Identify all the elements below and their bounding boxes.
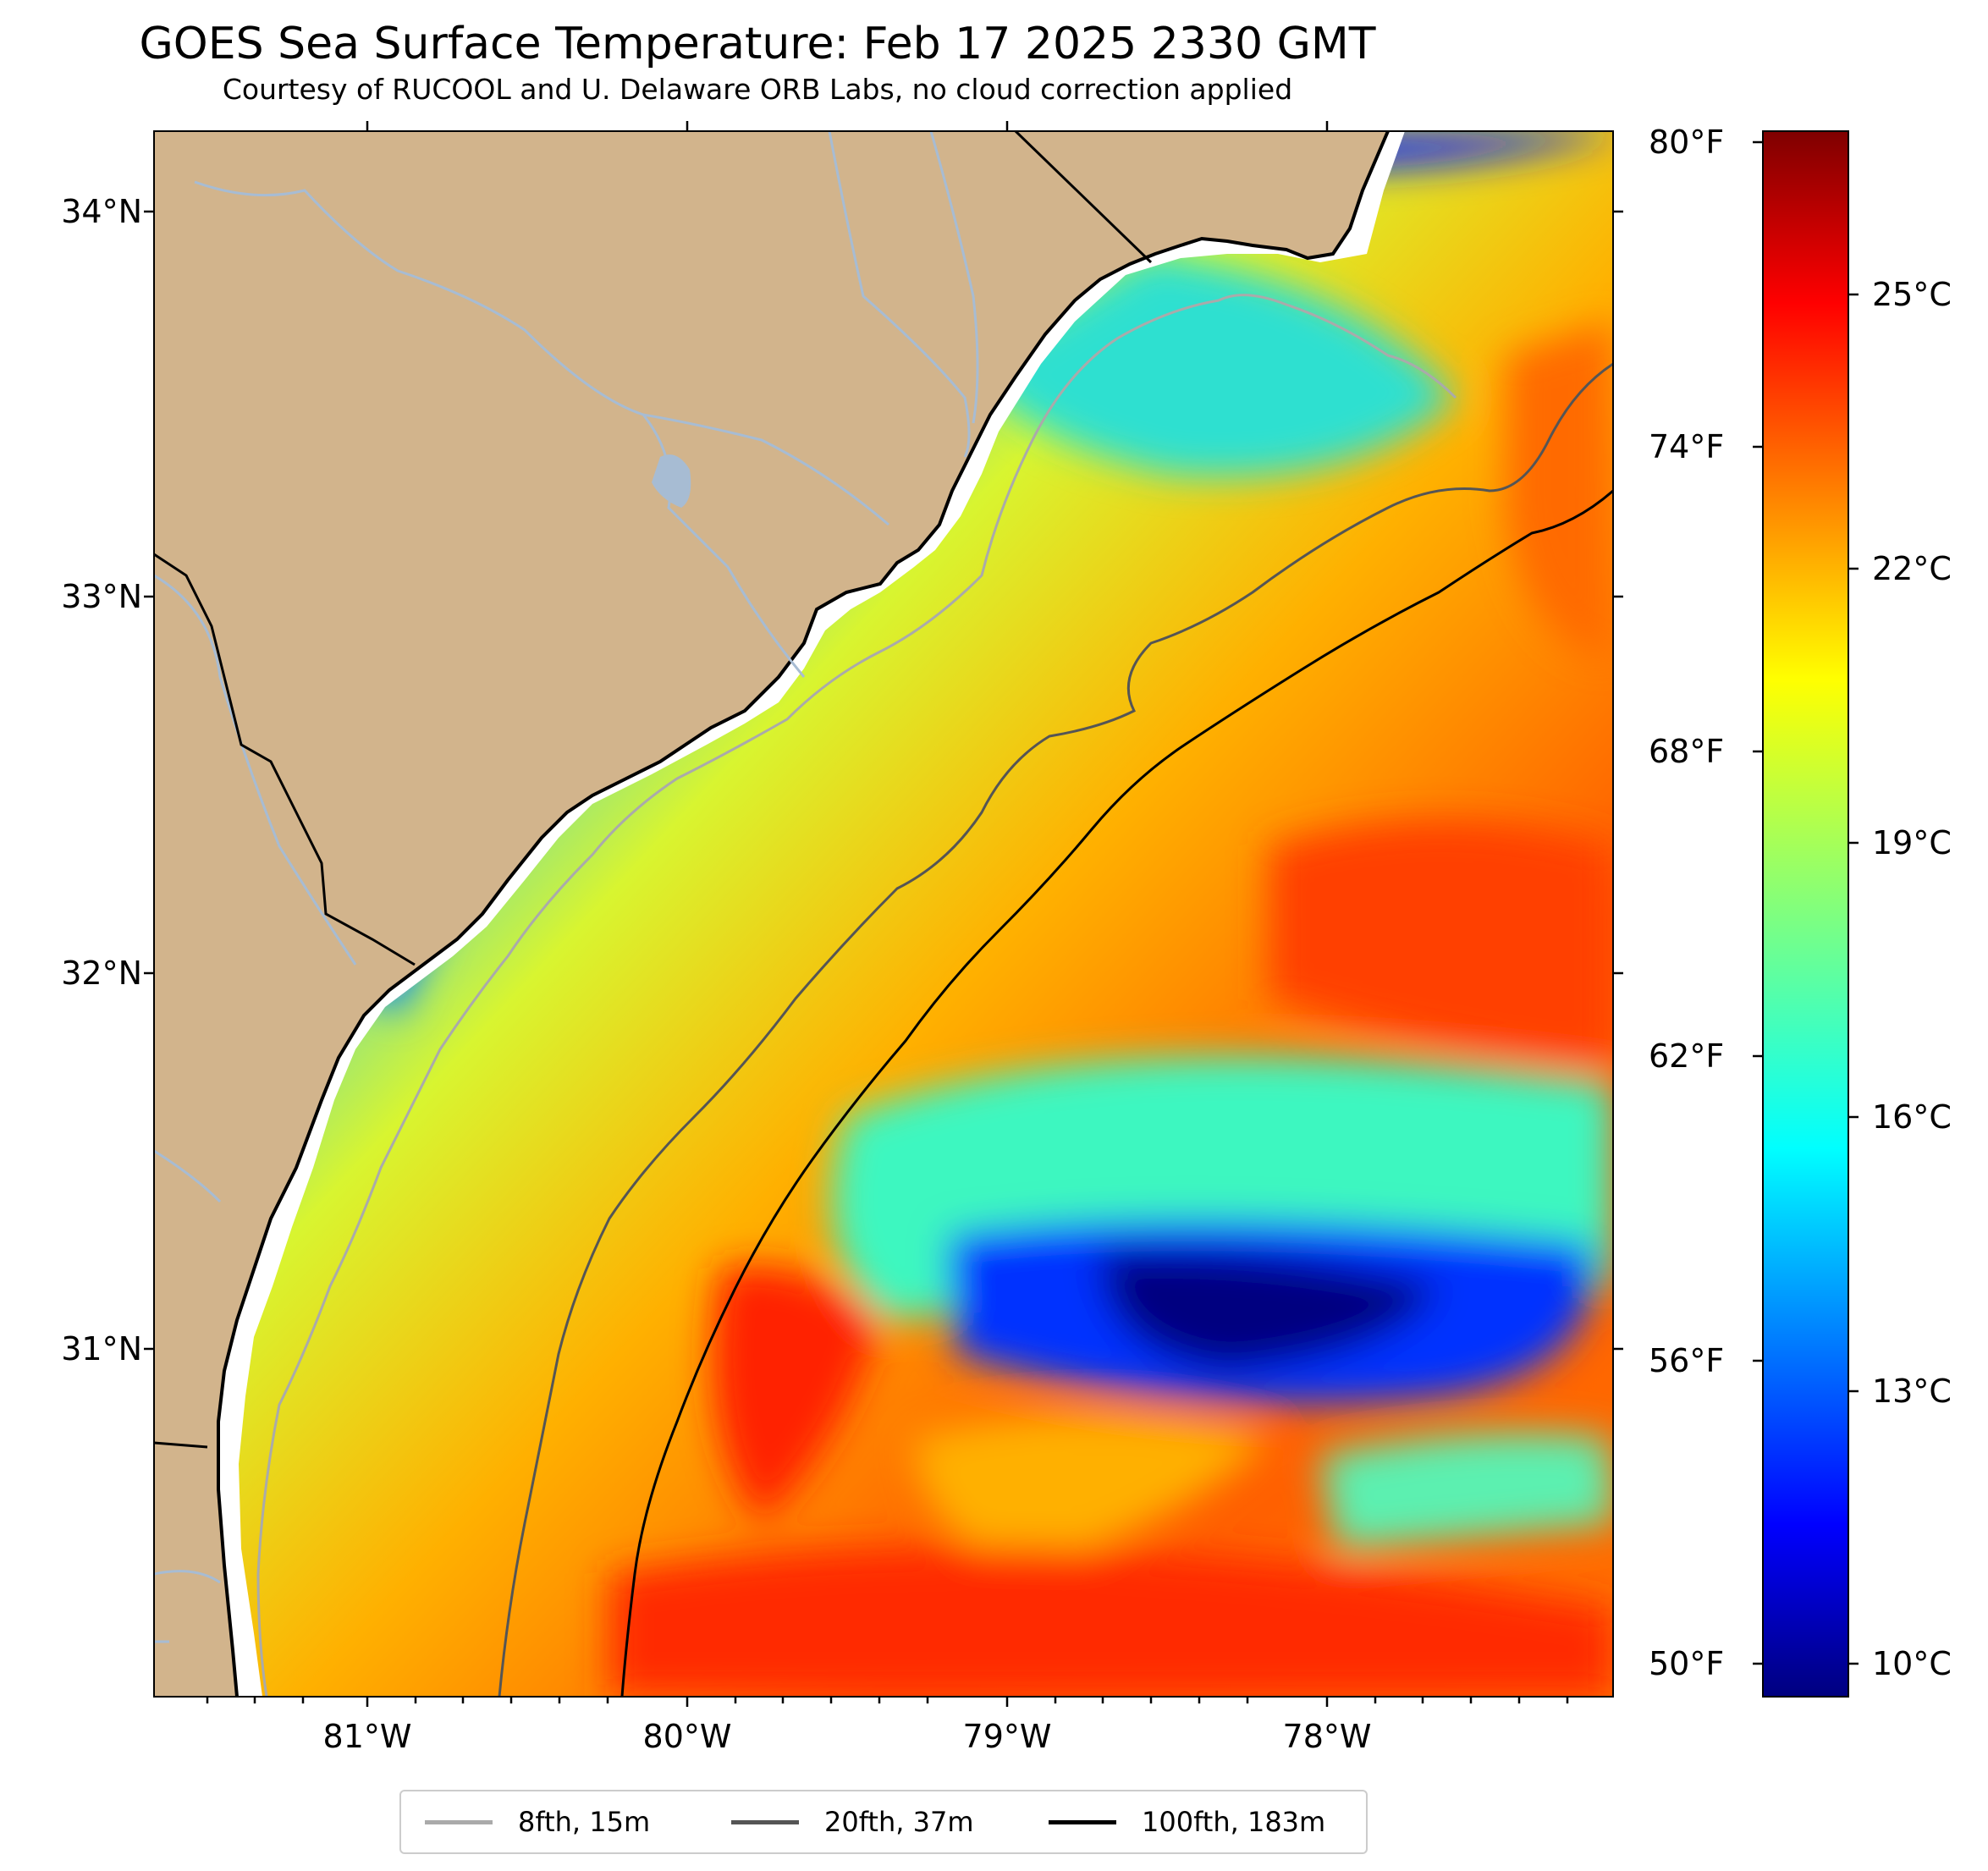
legend-label: 8fth, 15m: [518, 1806, 651, 1838]
legend-item-8fth: 8fth, 15m: [425, 1791, 650, 1852]
lat-label: 33°N: [61, 578, 142, 615]
colorbar-f-label: 68°F: [1649, 733, 1725, 770]
colorbar-c-label: 10°C: [1872, 1645, 1952, 1682]
colorbar-ticks: [1753, 140, 1859, 1665]
legend-label: 20fth, 37m: [824, 1806, 974, 1838]
lon-label: 79°W: [962, 1718, 1052, 1755]
isobath-20fth: [498, 362, 1613, 1697]
colorbar-f-label: 62°F: [1649, 1037, 1725, 1075]
isobath-8fth: [256, 294, 1457, 1697]
colorbar-f-label: 74°F: [1649, 428, 1725, 465]
colorbar-c-label: 13°C: [1872, 1373, 1952, 1410]
legend-label: 100fth, 183m: [1142, 1806, 1326, 1838]
isobath-100fth: [620, 489, 1613, 1697]
axis-ticks: [144, 121, 1623, 1707]
lon-label: 80°W: [642, 1718, 732, 1755]
land-mass: [154, 131, 1388, 1697]
legend-swatch: [731, 1819, 799, 1824]
map-title: GOES Sea Surface Temperature: Feb 17 202…: [139, 19, 1376, 69]
isobath-legend: 8fth, 15m 20fth, 37m 100fth, 183m: [399, 1790, 1368, 1854]
map-subtitle: Courtesy of RUCOOL and U. Delaware ORB L…: [222, 73, 1293, 106]
lon-label: 78°W: [1282, 1718, 1372, 1755]
rivers: [154, 131, 979, 1643]
map-frame: [153, 130, 1614, 1698]
colorbar-c-label: 16°C: [1872, 1098, 1952, 1136]
lat-label: 31°N: [61, 1330, 142, 1367]
lake-marion: [652, 454, 691, 508]
legend-swatch: [1049, 1819, 1116, 1824]
colorbar-f-label: 50°F: [1649, 1645, 1725, 1682]
map-area: [154, 131, 1613, 1697]
colorbar-c-label: 22°C: [1872, 550, 1952, 587]
colorbar-f-label: 56°F: [1649, 1342, 1725, 1379]
state-borders: [154, 131, 1153, 1449]
lat-label: 34°N: [61, 193, 142, 230]
colorbar-c-label: 25°C: [1872, 276, 1952, 313]
lat-label: 32°N: [61, 955, 142, 992]
legend-item-20fth: 20fth, 37m: [731, 1791, 973, 1852]
colorbar-c-label: 19°C: [1872, 824, 1952, 861]
colorbar-f-label: 80°F: [1649, 124, 1725, 161]
legend-item-100fth: 100fth, 183m: [1049, 1791, 1325, 1852]
legend-swatch: [425, 1819, 493, 1824]
colorbar: [1762, 130, 1849, 1698]
lon-label: 81°W: [322, 1718, 412, 1755]
